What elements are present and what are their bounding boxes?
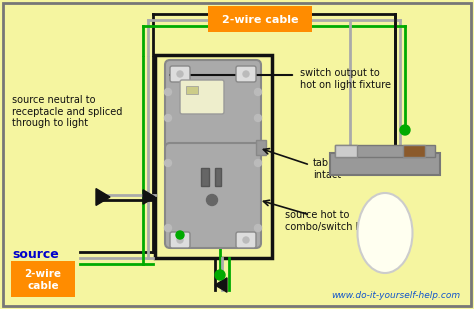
Polygon shape bbox=[143, 190, 155, 204]
Ellipse shape bbox=[357, 193, 412, 273]
Text: www.do-it-yourself-help.com: www.do-it-yourself-help.com bbox=[331, 291, 460, 300]
FancyBboxPatch shape bbox=[180, 80, 224, 114]
FancyBboxPatch shape bbox=[165, 143, 261, 248]
FancyBboxPatch shape bbox=[165, 60, 261, 150]
Circle shape bbox=[164, 115, 172, 121]
Polygon shape bbox=[215, 278, 227, 292]
Bar bbox=[403, 145, 425, 157]
Circle shape bbox=[255, 88, 262, 95]
FancyBboxPatch shape bbox=[236, 232, 256, 248]
Text: 2-wire cable: 2-wire cable bbox=[222, 15, 298, 25]
Circle shape bbox=[243, 71, 249, 77]
Bar bbox=[186, 86, 198, 94]
Polygon shape bbox=[96, 188, 110, 205]
Circle shape bbox=[207, 194, 218, 205]
Text: switch output to
hot on light fixture: switch output to hot on light fixture bbox=[300, 68, 391, 90]
FancyBboxPatch shape bbox=[170, 66, 190, 82]
FancyBboxPatch shape bbox=[208, 6, 312, 32]
Circle shape bbox=[177, 237, 183, 243]
Bar bbox=[215, 168, 221, 186]
FancyBboxPatch shape bbox=[170, 232, 190, 248]
Circle shape bbox=[164, 88, 172, 95]
FancyBboxPatch shape bbox=[11, 261, 75, 297]
Text: tab
intact: tab intact bbox=[313, 158, 341, 180]
Circle shape bbox=[177, 71, 183, 77]
Circle shape bbox=[400, 125, 410, 135]
Circle shape bbox=[255, 159, 262, 167]
Bar bbox=[256, 140, 266, 155]
Bar bbox=[335, 145, 435, 157]
Text: 2-wire
cable: 2-wire cable bbox=[25, 269, 62, 291]
Circle shape bbox=[255, 225, 262, 231]
Bar bbox=[330, 153, 440, 175]
Text: source: source bbox=[12, 248, 59, 261]
FancyBboxPatch shape bbox=[236, 66, 256, 82]
Circle shape bbox=[164, 225, 172, 231]
Text: source neutral to
receptacle and spliced
through to light: source neutral to receptacle and spliced… bbox=[12, 95, 122, 128]
Text: source hot to
combo/switch hot: source hot to combo/switch hot bbox=[285, 210, 372, 232]
Bar bbox=[335, 145, 357, 157]
Bar bbox=[201, 168, 209, 186]
Circle shape bbox=[215, 270, 225, 280]
Circle shape bbox=[176, 231, 184, 239]
Bar bbox=[155, 55, 272, 258]
Circle shape bbox=[255, 115, 262, 121]
Circle shape bbox=[243, 237, 249, 243]
Circle shape bbox=[164, 159, 172, 167]
